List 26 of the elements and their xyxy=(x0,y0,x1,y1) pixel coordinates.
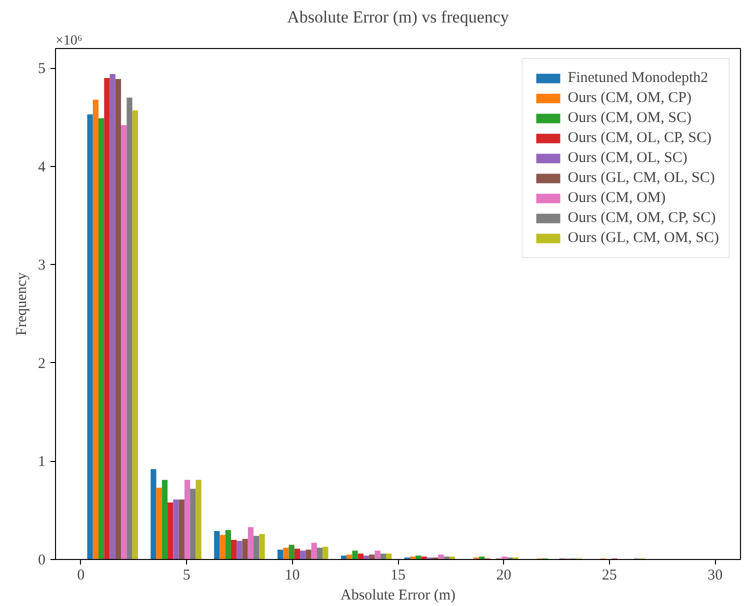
y-tick-label: 0 xyxy=(38,552,46,568)
chart-title: Absolute Error (m) vs frequency xyxy=(287,8,510,26)
legend-label: Ours (CM, OL, SC) xyxy=(568,149,688,167)
y-axis-title: Frequency xyxy=(14,272,30,336)
legend-label: Ours (CM, OM, CP) xyxy=(568,89,692,107)
x-tick-label: 10 xyxy=(284,568,300,584)
y-tick-label: 4 xyxy=(38,159,46,176)
legend-label: Ours (GL, CM, OM, SC) xyxy=(568,229,719,247)
y-tick-label: 3 xyxy=(38,258,46,274)
x-tick-label: 15 xyxy=(390,568,406,584)
y-tick-label: 5 xyxy=(38,61,46,78)
legend-label: Ours (CM, OM) xyxy=(568,189,666,207)
x-axis-title: Absolute Error (m) xyxy=(340,588,456,604)
x-tick-label: 5 xyxy=(182,568,190,584)
x-tick-label: 0 xyxy=(77,568,85,584)
x-tick-label: 20 xyxy=(496,568,512,584)
x-tick-label: 30 xyxy=(708,568,723,584)
y-tick-label: 1 xyxy=(38,454,46,470)
x-tick-label: 25 xyxy=(602,568,617,584)
text: ×10⁶ xyxy=(56,34,82,48)
legend-label: Ours (CM, OM, SC) xyxy=(568,109,692,127)
legend-label: Ours (CM, OL, CP, SC) xyxy=(568,129,712,147)
legend-label: Finetuned Monodepth2 xyxy=(568,69,708,87)
y-tick-label: 2 xyxy=(38,356,46,372)
legend-label: Ours (CM, OM, CP, SC) xyxy=(568,209,716,227)
legend-label: Ours (GL, CM, OL, SC) xyxy=(568,169,715,187)
